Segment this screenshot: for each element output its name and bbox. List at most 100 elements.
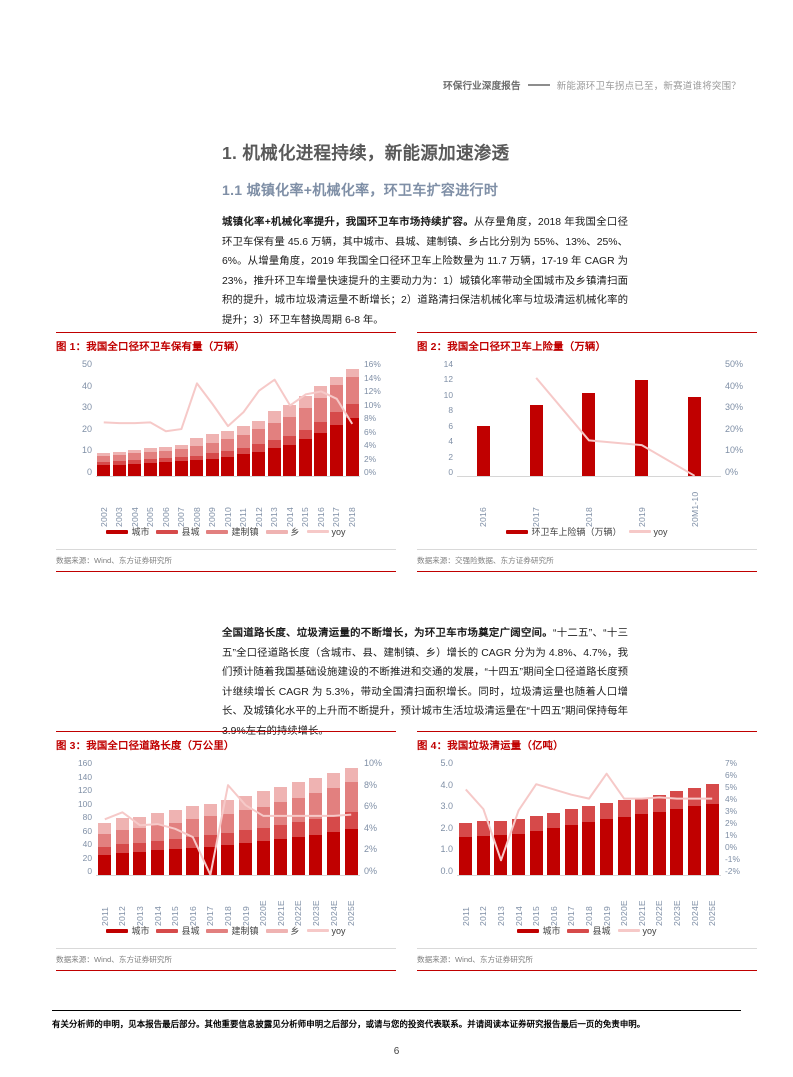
chart-bar-segment (512, 833, 526, 876)
chart-left-axis: 50 40 30 20 10 0 (62, 359, 92, 477)
axis-tick-label: 8% (364, 413, 377, 423)
axis-tick-label: 140 (78, 771, 92, 782)
chart-right-axis: 16% 14% 12% 10% 8% 6% 4% 2% 0% (364, 359, 394, 477)
chart-plot-area (96, 758, 360, 876)
chart-bars (457, 359, 721, 477)
chart-bar-segment (327, 788, 341, 816)
axis-tick-label: 20 (82, 852, 92, 863)
chart-bar (617, 800, 631, 876)
chart-bar-segment (221, 814, 235, 834)
figure-2-title: 图 2：我国全口径环卫车上险量（万辆） (417, 332, 757, 353)
axis-tick-label: 0% (364, 865, 378, 876)
legend-label: 乡 (290, 926, 300, 936)
chart-2: 14 12 10 8 6 4 2 0 50% 40% 30% 20% 10% 0% 2016 2017 2018… (417, 353, 757, 527)
chart-bar-segment (529, 815, 543, 831)
chart-bar-segment (309, 793, 323, 820)
chart-bar (582, 392, 596, 477)
chart-bar-segment (512, 819, 526, 834)
x-axis-tick-label: 2021E (275, 900, 286, 926)
figure-2-body: 14 12 10 8 6 4 2 0 50% 40% 30% 20% 10% 0% 2016 2017 2018… (417, 353, 757, 549)
chart-bar-segment (547, 827, 561, 876)
chart-bar-segment (174, 461, 188, 477)
chart-bar (327, 772, 341, 876)
axis-tick-label: 3.0 (440, 801, 453, 812)
figure-1-source: 数据来源：Wind、东方证券研究所 (56, 549, 396, 566)
axis-tick-label: 2% (725, 818, 738, 828)
legend-swatch-icon (306, 530, 329, 533)
chart-bar-segment (236, 454, 250, 477)
chart-bar-segment (186, 836, 200, 848)
axis-tick-label: 10% (364, 399, 381, 410)
chart-bar-segment (283, 417, 297, 436)
chart-4: 5.0 4.0 3.0 2.0 1.0 0.0 7% 6% 5% 4% 3% 2% 1% 0% -1% -2%… (417, 752, 757, 926)
legend-item: 城市 (106, 525, 149, 538)
chart-bar-segment (600, 802, 614, 819)
chart-bar-segment (252, 444, 266, 452)
chart-1: 50 40 30 20 10 0 16% 14% 12% 10% 8% 6% 4% 2% 0% 2002 200… (56, 353, 396, 527)
chart-bar-segment (267, 411, 281, 423)
axis-tick-label: 12 (443, 374, 453, 385)
x-axis-tick-label: 2013 (269, 507, 280, 527)
footer-divider (52, 1010, 741, 1011)
legend-item: 城市 (106, 924, 149, 937)
axis-tick-label: 50% (725, 359, 744, 369)
axis-tick-label: 14 (443, 359, 453, 369)
axis-tick-label: 4% (364, 440, 377, 450)
chart-bars (96, 758, 360, 876)
axis-tick-label: 2% (364, 844, 378, 855)
x-axis-tick-label: 2017 (205, 906, 216, 926)
axis-tick-label: 4% (725, 794, 738, 804)
chart-bar-segment (688, 806, 702, 876)
chart-bar-segment (617, 816, 631, 876)
chart-bar (159, 446, 173, 477)
x-axis-tick-label: 2017 (531, 507, 542, 527)
axis-tick-label: 30% (725, 402, 744, 413)
chart-1-legend: 城市 县城 建制镇 乡 yoy (56, 525, 396, 538)
chart-bar-segment (274, 825, 288, 840)
chart-bar-segment (151, 813, 165, 826)
chart-bar-segment (291, 822, 305, 837)
chart-bar-segment (168, 809, 182, 823)
chart-bar-segment (291, 797, 305, 823)
axis-tick-label: 0 (448, 466, 453, 477)
chart-bar-segment (203, 803, 217, 817)
chart-bar (512, 819, 526, 876)
x-axis-tick-label: 2019 (601, 906, 612, 926)
axis-tick-label: 60 (82, 825, 92, 836)
axis-tick-label: 1.0 (440, 844, 453, 855)
axis-tick-label: 40 (81, 380, 92, 391)
chart-bar-segment (168, 839, 182, 850)
x-axis-tick-label: 2013 (134, 906, 145, 926)
chart-bar-segment (190, 455, 204, 461)
chart-bar-segment (174, 444, 188, 449)
legend-item: 县城 (156, 525, 199, 538)
chart-bar-segment (186, 847, 200, 876)
chart-bar-segment (547, 812, 561, 828)
chart-bar-segment (98, 822, 112, 834)
axis-tick-label: 4.0 (440, 779, 453, 790)
figure-1-title: 图 1：我国全口径环卫车保有量（万辆） (56, 332, 396, 353)
chart-right-axis: 10% 8% 6% 4% 2% 0% (364, 758, 394, 876)
x-axis-tick-label: 2012 (253, 507, 264, 527)
figure-2: 图 2：我国全口径环卫车上险量（万辆） 14 12 10 8 6 4 2 0 50% 40% 30%… (417, 332, 757, 572)
chart-bar-segment (239, 842, 253, 876)
axis-tick-label: 12% (364, 386, 381, 396)
chart-bar (283, 404, 297, 477)
axis-tick-label: 100 (78, 798, 92, 809)
chart-bar-segment (327, 831, 341, 876)
chart-bar-segment (309, 834, 323, 876)
x-axis-tick-label: 2011 (460, 906, 471, 926)
x-axis-tick-label: 2009 (207, 507, 218, 527)
chart-bar (239, 795, 253, 876)
chart-bar-segment (283, 435, 297, 445)
x-axis-tick-label: 2015 (170, 906, 181, 926)
figure-1-body: 50 40 30 20 10 0 16% 14% 12% 10% 8% 6% 4% 2% 0% 2002 200… (56, 353, 396, 549)
chart-bar (236, 426, 250, 477)
x-axis-tick-label: 2019 (636, 507, 647, 527)
chart-left-axis: 160 140 120 100 80 60 40 20 0 (62, 758, 92, 876)
chart-bar-segment (186, 819, 200, 837)
paragraph-2-lead: 全国道路长度、垃圾清运量的不断增长，为环卫车市场奠定广阔空间。 (222, 628, 553, 639)
figure-2-source: 数据来源：交强险数据、东方证券研究所 (417, 549, 757, 566)
figure-1: 图 1：我国全口径环卫车保有量（万辆） 50 40 30 20 10 0 16% 14% 12%… (56, 332, 396, 572)
chart-bar-segment (133, 842, 147, 852)
